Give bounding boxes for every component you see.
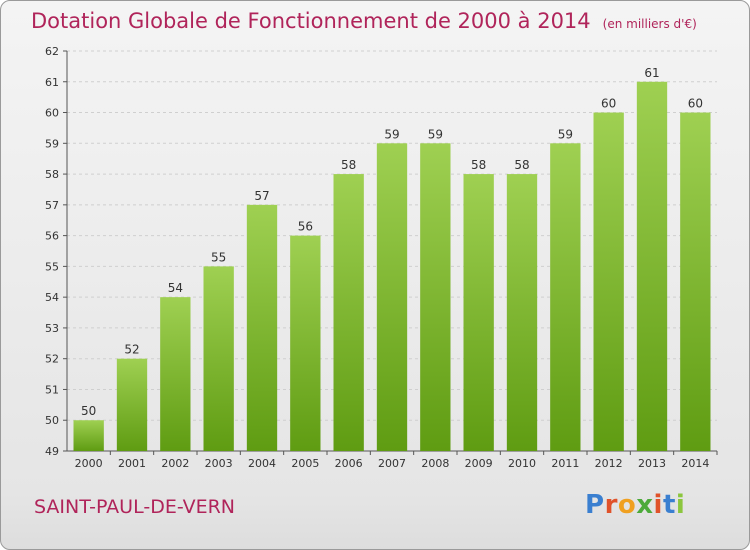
y-tick-label: 53	[45, 322, 59, 335]
y-tick-label: 54	[45, 291, 59, 304]
y-tick-label: 56	[45, 230, 59, 243]
bars	[73, 81, 711, 452]
y-tick-label: 61	[45, 76, 59, 89]
data-label: 52	[124, 343, 139, 357]
logo-letter: t	[662, 490, 676, 520]
bar	[73, 420, 104, 451]
x-tick-label: 2008	[421, 457, 449, 470]
bar	[463, 174, 494, 452]
logo-letter: i	[675, 490, 686, 520]
x-tick-label: 2002	[161, 457, 189, 470]
x-tick-label: 2004	[248, 457, 276, 470]
data-label: 60	[601, 97, 616, 111]
x-tick-label: 2013	[638, 457, 666, 470]
bar	[290, 235, 321, 451]
data-label: 54	[168, 281, 183, 295]
bar	[333, 174, 364, 452]
chart-title-text: Dotation Globale de Fonctionnement de 20…	[31, 9, 591, 33]
proxiti-logo: Proxiti	[585, 490, 685, 520]
data-label: 56	[298, 220, 313, 234]
x-tick-label: 2007	[378, 457, 406, 470]
data-label: 55	[211, 250, 226, 264]
y-tick-label: 49	[45, 445, 59, 458]
logo-letter: r	[604, 490, 618, 520]
x-tick-label: 2011	[551, 457, 579, 470]
bar	[506, 174, 538, 452]
logo-letter: P	[585, 490, 605, 520]
data-label: 59	[428, 127, 443, 141]
bar	[376, 143, 408, 452]
data-label: 58	[514, 158, 529, 172]
x-tick-label: 2000	[75, 457, 103, 470]
x-tick-label: 2010	[508, 457, 536, 470]
x-tick-label: 2009	[465, 457, 493, 470]
bar	[550, 143, 581, 452]
axes: 49 50 51 52 53 54 55 56 57 58 59 60 61 62 2000 2001 2002…	[45, 45, 718, 470]
logo-letter: i	[653, 490, 663, 520]
bar	[593, 112, 624, 452]
commune-name: SAINT-PAUL-DE-VERN	[34, 496, 235, 518]
x-tick-label: 2003	[205, 457, 233, 470]
bar	[203, 266, 234, 451]
bar	[116, 358, 148, 451]
data-label: 59	[558, 127, 573, 141]
y-tick-label: 51	[45, 383, 59, 396]
data-label: 58	[341, 158, 356, 172]
x-tick-label: 2001	[118, 457, 146, 470]
data-label: 60	[688, 97, 703, 111]
bar	[636, 81, 668, 452]
data-label: 59	[384, 127, 399, 141]
logo-letter: x	[636, 490, 654, 520]
data-labels: 50 52 54 55 57 56 58 59 59 58 58 59 60 61 60	[81, 66, 703, 418]
y-tick-label: 57	[45, 199, 59, 212]
y-tick-label: 62	[45, 45, 59, 58]
x-tick-label: 2005	[291, 457, 319, 470]
data-label: 61	[644, 66, 659, 80]
y-tick-label: 50	[45, 414, 59, 427]
data-label: 57	[254, 189, 269, 203]
bar	[160, 297, 191, 451]
y-tick-label: 58	[45, 168, 59, 181]
data-label: 50	[81, 404, 96, 418]
y-tick-label: 52	[45, 353, 59, 366]
bar	[680, 112, 711, 452]
y-tick-label: 60	[45, 107, 59, 120]
chart-title: Dotation Globale de Fonctionnement de 20…	[31, 9, 697, 33]
x-tick-label: 2014	[681, 457, 709, 470]
bar	[420, 143, 451, 452]
data-label: 58	[471, 158, 486, 172]
x-tick-label: 2012	[595, 457, 623, 470]
bar	[246, 204, 278, 451]
chart-subtitle: (en milliers d'€)	[602, 17, 697, 31]
logo-letter: o	[617, 490, 637, 520]
y-tick-label: 59	[45, 137, 59, 150]
y-tick-label: 55	[45, 260, 59, 273]
x-tick-label: 2006	[335, 457, 363, 470]
